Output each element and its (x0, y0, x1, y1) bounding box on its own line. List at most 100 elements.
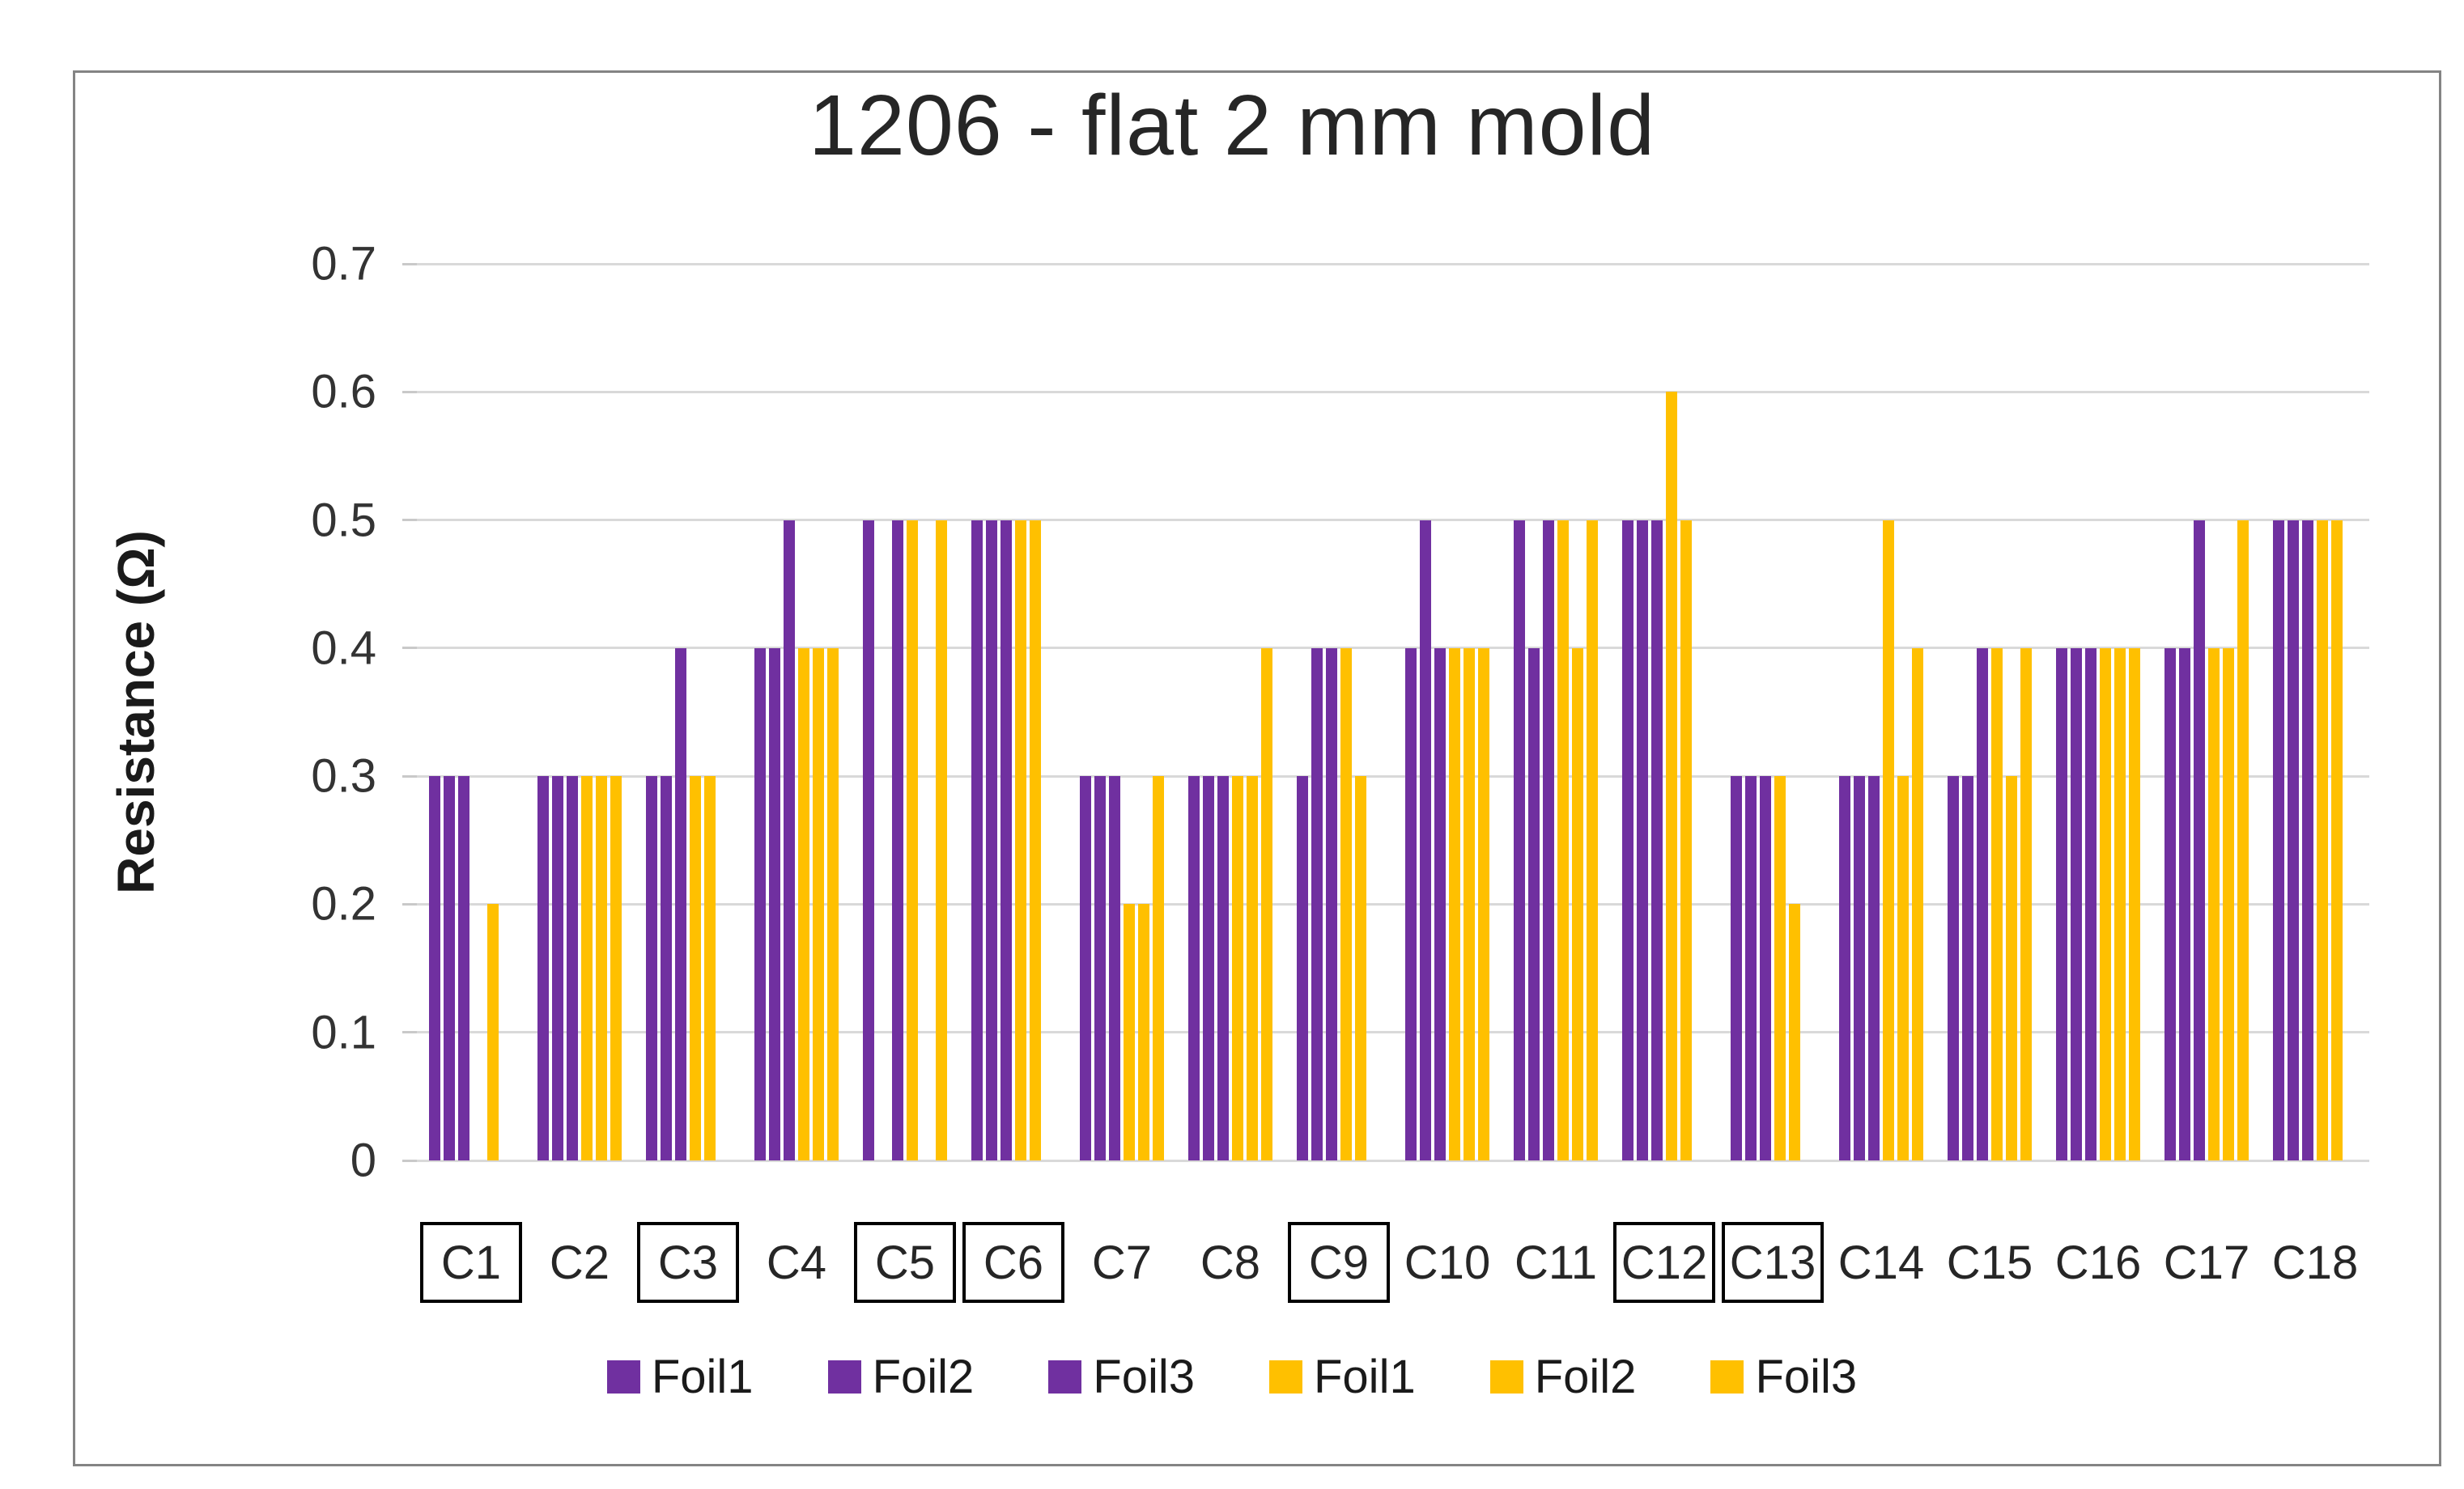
bar-C12-purple-foil1 (1622, 520, 1633, 1160)
y-axis-tick (402, 519, 417, 522)
bar-C12-purple-foil3 (1651, 520, 1663, 1160)
bar-C7-purple-foil3 (1109, 776, 1120, 1160)
bar-C7-yellow-foil3 (1153, 776, 1164, 1160)
x-category-label-c12: C12 (1613, 1222, 1715, 1303)
legend-swatch-icon (827, 1360, 861, 1394)
bar-C7-purple-foil2 (1094, 776, 1106, 1160)
bar-C8-yellow-foil1 (1232, 776, 1243, 1160)
y-axis-title: Resistance (Ω) (107, 530, 165, 894)
bar-C8-purple-foil3 (1217, 776, 1229, 1160)
bar-C12-purple-foil2 (1637, 520, 1648, 1160)
bar-C18-yellow-foil2 (2331, 520, 2343, 1160)
legend-item-yellow-foil3: Foil3 (1710, 1350, 1857, 1404)
bar-C15-yellow-foil1 (1991, 647, 2003, 1160)
bar-C4-yellow-foil1 (798, 647, 809, 1160)
bar-C1-purple-foil3 (458, 776, 469, 1160)
x-category-label-c9: C9 (1288, 1222, 1390, 1303)
bar-C5-yellow-foil1 (907, 520, 918, 1160)
bar-C18-yellow-foil1 (2317, 520, 2328, 1160)
bar-C11-yellow-foil1 (1557, 520, 1569, 1160)
legend-label: Foil3 (1093, 1351, 1195, 1403)
bar-C11-purple-foil1 (1514, 520, 1525, 1160)
y-axis-tick (402, 390, 417, 393)
bar-C9-yellow-foil1 (1340, 647, 1352, 1160)
bar-C5-purple-foil1 (863, 520, 874, 1160)
bar-C4-purple-foil3 (784, 520, 795, 1160)
bar-C11-purple-foil3 (1543, 520, 1554, 1160)
gridline-y-0.2 (417, 902, 2369, 906)
bar-C14-purple-foil3 (1868, 776, 1880, 1160)
bar-C6-yellow-foil1 (1015, 520, 1026, 1160)
bar-C2-purple-foil1 (537, 776, 549, 1160)
x-category-label-c6: C6 (962, 1222, 1064, 1303)
gridline-y-0.4 (417, 647, 2369, 650)
bar-C17-yellow-foil2 (2223, 647, 2234, 1160)
bar-C17-purple-foil2 (2179, 647, 2190, 1160)
bar-C9-purple-foil2 (1311, 647, 1323, 1160)
y-axis-tick (402, 1159, 417, 1162)
gridline-y-0.3 (417, 774, 2369, 778)
y-tick-label: 0 (350, 1134, 376, 1187)
bar-C9-yellow-foil2 (1355, 776, 1366, 1160)
bar-C7-yellow-foil1 (1124, 904, 1135, 1160)
chart-title: 1206 - flat 2 mm mold (808, 78, 1656, 173)
x-category-label-c3: C3 (637, 1222, 739, 1303)
bar-C13-purple-foil1 (1731, 776, 1742, 1160)
bar-C9-purple-foil3 (1326, 647, 1337, 1160)
bar-C15-yellow-foil3 (2020, 647, 2032, 1160)
bar-C17-purple-foil1 (2164, 647, 2176, 1160)
bar-C13-purple-foil2 (1745, 776, 1757, 1160)
bar-C10-purple-foil2 (1420, 520, 1431, 1160)
bar-C6-purple-foil2 (986, 520, 997, 1160)
x-category-label-c16: C16 (2054, 1236, 2142, 1289)
bar-C4-yellow-foil2 (813, 647, 824, 1160)
bar-C3-purple-foil2 (661, 776, 672, 1160)
bar-C16-yellow-foil1 (2100, 647, 2111, 1160)
y-tick-label: 0.1 (311, 1006, 376, 1059)
y-axis-tick (402, 774, 417, 778)
gridline-y-0.7 (417, 262, 2369, 265)
bar-C4-purple-foil2 (769, 647, 780, 1160)
x-category-label-c15: C15 (1946, 1236, 2033, 1289)
bar-C3-yellow-foil2 (704, 776, 716, 1160)
bar-C10-yellow-foil2 (1464, 647, 1475, 1160)
y-tick-label: 0.7 (311, 237, 376, 291)
bar-C13-yellow-foil1 (1774, 776, 1786, 1160)
y-tick-label: 0.6 (311, 365, 376, 418)
bar-C4-purple-foil1 (754, 647, 766, 1160)
bar-C15-purple-foil3 (1977, 647, 1988, 1160)
bar-C3-purple-foil3 (675, 647, 686, 1160)
y-axis-tick (402, 1031, 417, 1034)
y-tick-label: 0.5 (311, 494, 376, 547)
bar-C18-purple-foil2 (2288, 520, 2299, 1160)
legend-item-yellow-foil1: Foil1 (1269, 1350, 1416, 1404)
bar-C12-yellow-foil2 (1680, 520, 1692, 1160)
legend-label: Foil1 (651, 1351, 754, 1403)
x-category-label-c7: C7 (1091, 1236, 1153, 1289)
bar-C14-yellow-foil2 (1897, 776, 1909, 1160)
bar-C10-purple-foil1 (1405, 647, 1417, 1160)
x-category-label-c8: C8 (1200, 1236, 1261, 1289)
bar-C14-purple-foil1 (1839, 776, 1850, 1160)
bar-C15-purple-foil2 (1962, 776, 1973, 1160)
legend-label: Foil1 (1314, 1351, 1416, 1403)
x-category-label-c1: C1 (420, 1222, 522, 1303)
legend: Foil1 Foil2 Foil3 Foil1 Foil2 Foil3 (0, 1350, 2464, 1404)
bar-C3-yellow-foil1 (690, 776, 701, 1160)
bar-C14-yellow-foil1 (1883, 520, 1894, 1160)
bar-C17-yellow-foil3 (2237, 520, 2249, 1160)
bar-C11-yellow-foil3 (1587, 520, 1598, 1160)
bar-C16-yellow-foil2 (2114, 647, 2126, 1160)
legend-label: Foil3 (1755, 1351, 1858, 1403)
chart-frame (73, 70, 2441, 1466)
legend-swatch-icon (1048, 1360, 1082, 1394)
bar-C5-purple-foil3 (892, 520, 903, 1160)
bar-C3-purple-foil1 (646, 776, 657, 1160)
bar-C18-purple-foil3 (2302, 520, 2313, 1160)
y-tick-label: 0.4 (311, 621, 376, 675)
bar-C2-yellow-foil3 (610, 776, 622, 1160)
bar-C18-purple-foil1 (2273, 520, 2284, 1160)
bar-C15-yellow-foil2 (2006, 776, 2017, 1160)
bar-C4-yellow-foil3 (827, 647, 839, 1160)
